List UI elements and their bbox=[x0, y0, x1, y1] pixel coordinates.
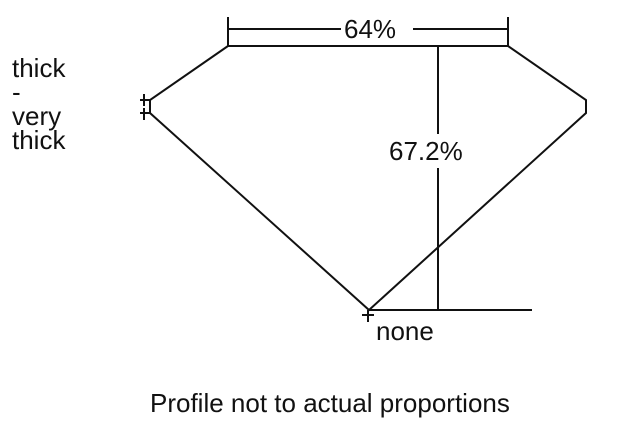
diamond-outline bbox=[149, 45, 587, 312]
table-percent-label: 64% bbox=[344, 14, 397, 44]
girdle-label-line: - bbox=[12, 77, 21, 107]
girdle-label-line: thick bbox=[12, 53, 66, 83]
girdle-label-line: very bbox=[12, 101, 62, 131]
depth-percent-label: 67.2% bbox=[389, 136, 463, 166]
girdle-thickness-label: thick - very thick bbox=[12, 53, 66, 155]
footnote: Profile not to actual proportions bbox=[150, 388, 510, 418]
girdle-label-line: thick bbox=[12, 125, 66, 155]
culet-label: none bbox=[376, 316, 434, 346]
